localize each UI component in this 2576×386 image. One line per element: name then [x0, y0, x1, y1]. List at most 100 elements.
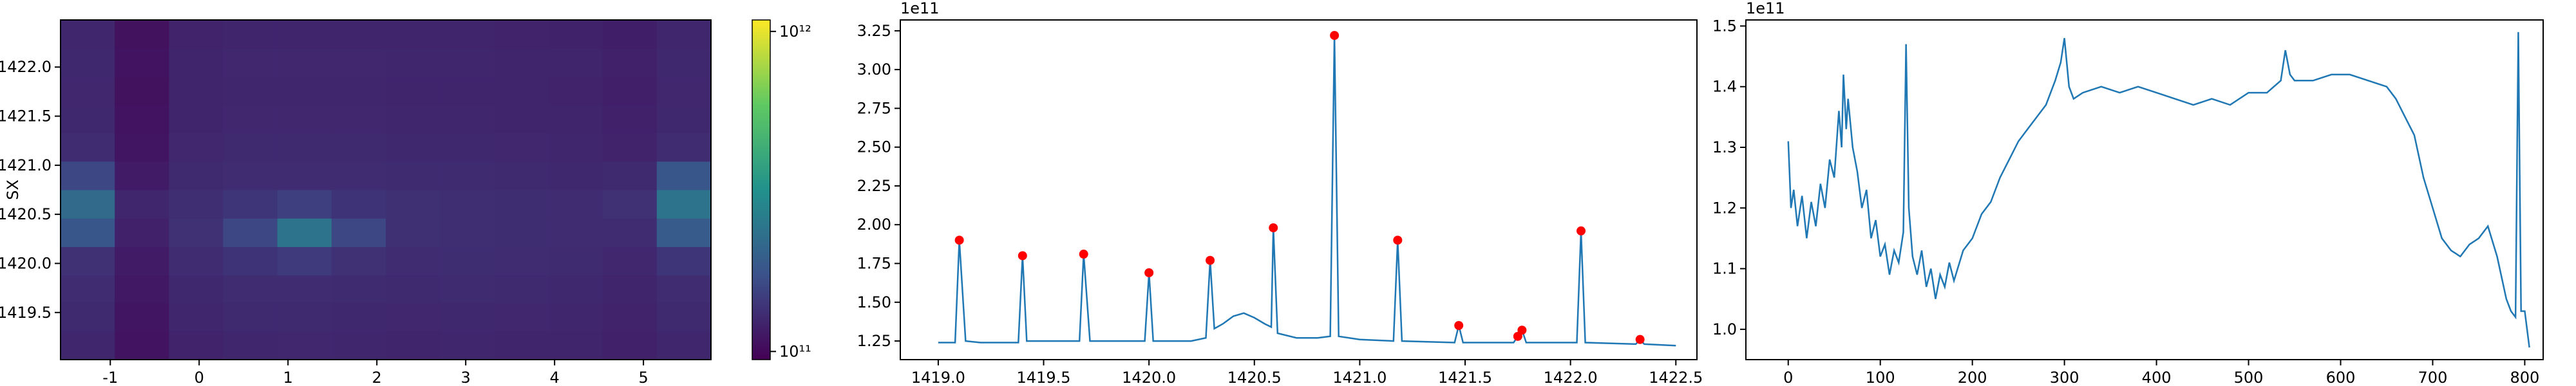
heatmap-cell	[494, 190, 549, 219]
heatmap-cell	[602, 331, 658, 360]
heatmap-cell	[386, 161, 440, 190]
heatmap-cell	[61, 190, 115, 219]
heatmap-cell	[440, 161, 495, 190]
heatmap-cell	[169, 133, 223, 162]
y-tick-label: 1420.5	[0, 205, 52, 223]
colorbar-tick-label: 10¹¹	[779, 342, 811, 360]
heatmap-cell	[440, 20, 495, 49]
x-tick-label: 1421.0	[1332, 369, 1387, 386]
heatmap-cell	[115, 246, 169, 276]
x-tick-label: 5	[638, 369, 648, 386]
heatmap-cell	[602, 275, 658, 303]
y-tick-label: 1.4	[1712, 78, 1737, 96]
peak-marker	[1577, 226, 1586, 235]
heatmap-cell	[169, 246, 223, 276]
x-tick-label: 2	[372, 369, 382, 386]
heatmap-cell	[223, 331, 278, 360]
y-tick-label: 1421.0	[0, 156, 52, 174]
heatmap-cell	[386, 331, 440, 360]
y-tick-label: 1419.5	[0, 304, 52, 322]
x-tick-label: 200	[1958, 369, 1987, 386]
heatmap-cell	[331, 302, 386, 332]
heatmap-cell	[602, 105, 658, 133]
y-axis-label: SX	[4, 179, 22, 200]
y-tick-label: 1.5	[1712, 17, 1737, 35]
heatmap-cell	[115, 133, 169, 162]
heatmap-cell	[548, 302, 603, 332]
heatmap-cell	[494, 105, 549, 133]
heatmap-cell	[223, 190, 278, 219]
axes-frame	[1745, 19, 2544, 360]
heatmap-cell	[440, 246, 495, 276]
heatmap-cell	[386, 275, 440, 303]
heatmap-cell	[331, 133, 386, 162]
heatmap-cell	[548, 218, 603, 248]
peak-marker	[1635, 335, 1645, 344]
heatmap-cell	[656, 133, 712, 162]
heatmap-cell	[386, 105, 440, 133]
x-tick-label: 1419.5	[1017, 369, 1071, 386]
y-tick-label: 1420.0	[0, 254, 52, 272]
offset-label: 1e11	[1746, 0, 1785, 17]
x-tick-label: 600	[2326, 369, 2356, 386]
heatmap-cell	[223, 77, 278, 106]
heatmap-cell	[331, 48, 386, 78]
axes-frame	[60, 19, 712, 360]
heatmap-cell	[277, 105, 332, 133]
y-tick-label: 2.00	[857, 216, 891, 234]
heatmap-cell	[386, 302, 440, 332]
heatmap-cell	[61, 246, 115, 276]
heatmap-cell	[169, 105, 223, 133]
y-tick-label: 1421.5	[0, 107, 52, 125]
heatmap-cell	[115, 161, 169, 190]
heatmap-cell	[548, 190, 603, 219]
peak-marker	[1144, 268, 1154, 277]
x-tick-label: 1422.0	[1544, 369, 1598, 386]
y-tick-label: 3.00	[857, 60, 891, 78]
heatmap-cell	[602, 48, 658, 78]
x-tick-label: 1420.5	[1227, 369, 1282, 386]
heatmap-cell	[386, 190, 440, 219]
heatmap-cell	[223, 161, 278, 190]
heatmap-cell	[548, 77, 603, 106]
heatmap-cell	[169, 20, 223, 49]
heatmap-cell	[115, 331, 169, 360]
y-tick-label: 1.3	[1712, 138, 1737, 156]
heatmap-cell	[494, 20, 549, 49]
x-tick-label: 0	[1783, 369, 1793, 386]
heatmap-cell	[494, 302, 549, 332]
data-line	[938, 35, 1676, 347]
heatmap-cell	[656, 20, 712, 49]
heatmap-cell	[61, 77, 115, 106]
heatmap-cell	[331, 275, 386, 303]
heatmap-cell	[440, 275, 495, 303]
heatmap-cell	[440, 105, 495, 133]
heatmap-cell	[386, 133, 440, 162]
y-tick-label: 2.75	[857, 99, 891, 117]
heatmap-cell	[548, 246, 603, 276]
heatmap-cell	[548, 48, 603, 78]
peak-marker	[1269, 223, 1278, 233]
x-tick-label: 1419.0	[911, 369, 965, 386]
y-tick-label: 1.75	[857, 255, 891, 273]
heatmap-cell	[223, 48, 278, 78]
y-tick-label: 1422.0	[0, 58, 52, 76]
heatmap-cell	[61, 105, 115, 133]
heatmap-cell	[602, 20, 658, 49]
x-tick-label: 500	[2234, 369, 2264, 386]
heatmap-cell	[331, 218, 386, 248]
x-tick-label: 400	[2142, 369, 2172, 386]
y-tick-label: 1.0	[1712, 320, 1737, 338]
heatmap-cell	[331, 190, 386, 219]
heatmap-cell	[61, 20, 115, 49]
heatmap-cell	[656, 331, 712, 360]
x-tick-label: 0	[194, 369, 204, 386]
heatmap-cell	[602, 246, 658, 276]
heatmap-cell	[223, 20, 278, 49]
x-tick-label: 1	[283, 369, 293, 386]
heatmap-cell	[277, 275, 332, 303]
heatmap-cell	[656, 190, 712, 219]
heatmap-cell	[494, 275, 549, 303]
peak-marker	[954, 235, 964, 245]
